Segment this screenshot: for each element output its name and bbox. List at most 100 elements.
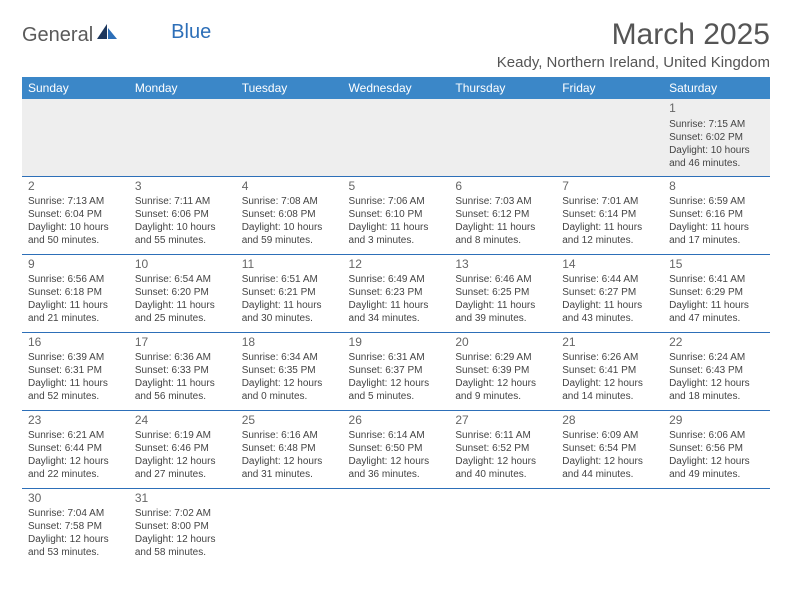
calendar-cell: 28Sunrise: 6:09 AMSunset: 6:54 PMDayligh… xyxy=(556,410,663,488)
cell-sunset: Sunset: 6:39 PM xyxy=(455,364,550,377)
page-title: March 2025 xyxy=(497,18,770,52)
cell-sunset: Sunset: 6:04 PM xyxy=(28,208,123,221)
cell-sunrise: Sunrise: 6:56 AM xyxy=(28,273,123,286)
calendar-week-row: 23Sunrise: 6:21 AMSunset: 6:44 PMDayligh… xyxy=(22,410,770,488)
day-number: 3 xyxy=(135,179,230,195)
cell-sunset: Sunset: 6:21 PM xyxy=(242,286,337,299)
cell-sunset: Sunset: 6:20 PM xyxy=(135,286,230,299)
calendar-cell: 8Sunrise: 6:59 AMSunset: 6:16 PMDaylight… xyxy=(663,176,770,254)
cell-daylight2: and 30 minutes. xyxy=(242,312,337,325)
calendar-cell: 9Sunrise: 6:56 AMSunset: 6:18 PMDaylight… xyxy=(22,254,129,332)
cell-daylight1: Daylight: 11 hours xyxy=(455,221,550,234)
calendar-cell: 29Sunrise: 6:06 AMSunset: 6:56 PMDayligh… xyxy=(663,410,770,488)
cell-sunrise: Sunrise: 7:08 AM xyxy=(242,195,337,208)
cell-sunrise: Sunrise: 6:34 AM xyxy=(242,351,337,364)
cell-sunset: Sunset: 6:56 PM xyxy=(669,442,764,455)
day-number: 7 xyxy=(562,179,657,195)
calendar-cell xyxy=(129,99,236,176)
day-number: 10 xyxy=(135,257,230,273)
cell-daylight1: Daylight: 11 hours xyxy=(349,221,444,234)
cell-sunset: Sunset: 7:58 PM xyxy=(28,520,123,533)
day-number: 11 xyxy=(242,257,337,273)
cell-sunset: Sunset: 6:14 PM xyxy=(562,208,657,221)
calendar-cell: 2Sunrise: 7:13 AMSunset: 6:04 PMDaylight… xyxy=(22,176,129,254)
calendar-cell: 5Sunrise: 7:06 AMSunset: 6:10 PMDaylight… xyxy=(343,176,450,254)
calendar-cell: 1Sunrise: 7:15 AMSunset: 6:02 PMDaylight… xyxy=(663,99,770,176)
location-subtitle: Keady, Northern Ireland, United Kingdom xyxy=(497,54,770,71)
day-number: 6 xyxy=(455,179,550,195)
calendar-cell: 31Sunrise: 7:02 AMSunset: 8:00 PMDayligh… xyxy=(129,488,236,566)
day-number: 28 xyxy=(562,413,657,429)
day-number: 25 xyxy=(242,413,337,429)
weekday-header: Sunday xyxy=(22,77,129,99)
cell-sunset: Sunset: 6:35 PM xyxy=(242,364,337,377)
header: General Blue March 2025 Keady, Northern … xyxy=(22,18,770,71)
cell-sunset: Sunset: 6:44 PM xyxy=(28,442,123,455)
cell-sunrise: Sunrise: 7:03 AM xyxy=(455,195,550,208)
calendar-cell xyxy=(663,488,770,566)
cell-sunset: Sunset: 6:43 PM xyxy=(669,364,764,377)
cell-daylight2: and 34 minutes. xyxy=(349,312,444,325)
cell-sunrise: Sunrise: 6:16 AM xyxy=(242,429,337,442)
calendar-cell: 7Sunrise: 7:01 AMSunset: 6:14 PMDaylight… xyxy=(556,176,663,254)
calendar-cell: 4Sunrise: 7:08 AMSunset: 6:08 PMDaylight… xyxy=(236,176,343,254)
day-number: 30 xyxy=(28,491,123,507)
day-number: 4 xyxy=(242,179,337,195)
cell-daylight2: and 58 minutes. xyxy=(135,546,230,559)
cell-daylight1: Daylight: 12 hours xyxy=(562,455,657,468)
cell-daylight2: and 43 minutes. xyxy=(562,312,657,325)
cell-daylight2: and 17 minutes. xyxy=(669,234,764,247)
cell-daylight2: and 0 minutes. xyxy=(242,390,337,403)
calendar-cell: 18Sunrise: 6:34 AMSunset: 6:35 PMDayligh… xyxy=(236,332,343,410)
calendar-cell: 19Sunrise: 6:31 AMSunset: 6:37 PMDayligh… xyxy=(343,332,450,410)
cell-daylight2: and 56 minutes. xyxy=(135,390,230,403)
calendar-cell: 15Sunrise: 6:41 AMSunset: 6:29 PMDayligh… xyxy=(663,254,770,332)
weekday-header: Tuesday xyxy=(236,77,343,99)
cell-sunset: Sunset: 6:48 PM xyxy=(242,442,337,455)
calendar-cell: 16Sunrise: 6:39 AMSunset: 6:31 PMDayligh… xyxy=(22,332,129,410)
cell-daylight1: Daylight: 12 hours xyxy=(242,377,337,390)
cell-sunset: Sunset: 6:54 PM xyxy=(562,442,657,455)
cell-sunset: Sunset: 6:02 PM xyxy=(669,131,764,144)
day-number: 21 xyxy=(562,335,657,351)
cell-sunrise: Sunrise: 6:44 AM xyxy=(562,273,657,286)
cell-sunset: Sunset: 6:33 PM xyxy=(135,364,230,377)
cell-sunset: Sunset: 6:41 PM xyxy=(562,364,657,377)
cell-daylight1: Daylight: 11 hours xyxy=(28,299,123,312)
cell-sunrise: Sunrise: 7:13 AM xyxy=(28,195,123,208)
cell-sunset: Sunset: 6:31 PM xyxy=(28,364,123,377)
cell-daylight1: Daylight: 11 hours xyxy=(562,299,657,312)
cell-sunrise: Sunrise: 7:04 AM xyxy=(28,507,123,520)
calendar-cell: 23Sunrise: 6:21 AMSunset: 6:44 PMDayligh… xyxy=(22,410,129,488)
cell-sunrise: Sunrise: 7:15 AM xyxy=(669,118,764,131)
day-number: 18 xyxy=(242,335,337,351)
calendar-cell: 25Sunrise: 6:16 AMSunset: 6:48 PMDayligh… xyxy=(236,410,343,488)
cell-daylight1: Daylight: 11 hours xyxy=(669,221,764,234)
cell-sunrise: Sunrise: 6:31 AM xyxy=(349,351,444,364)
day-number: 26 xyxy=(349,413,444,429)
cell-sunrise: Sunrise: 6:24 AM xyxy=(669,351,764,364)
cell-sunrise: Sunrise: 7:02 AM xyxy=(135,507,230,520)
cell-daylight2: and 55 minutes. xyxy=(135,234,230,247)
day-number: 16 xyxy=(28,335,123,351)
cell-sunset: Sunset: 6:37 PM xyxy=(349,364,444,377)
cell-daylight1: Daylight: 10 hours xyxy=(242,221,337,234)
day-number: 31 xyxy=(135,491,230,507)
calendar-cell: 3Sunrise: 7:11 AMSunset: 6:06 PMDaylight… xyxy=(129,176,236,254)
weekday-header: Thursday xyxy=(449,77,556,99)
cell-sunset: Sunset: 6:10 PM xyxy=(349,208,444,221)
calendar-cell xyxy=(343,99,450,176)
day-number: 9 xyxy=(28,257,123,273)
cell-sunrise: Sunrise: 6:54 AM xyxy=(135,273,230,286)
day-number: 2 xyxy=(28,179,123,195)
calendar-cell: 12Sunrise: 6:49 AMSunset: 6:23 PMDayligh… xyxy=(343,254,450,332)
cell-daylight1: Daylight: 12 hours xyxy=(242,455,337,468)
calendar-cell: 6Sunrise: 7:03 AMSunset: 6:12 PMDaylight… xyxy=(449,176,556,254)
calendar-page: General Blue March 2025 Keady, Northern … xyxy=(0,0,792,584)
calendar-cell xyxy=(449,99,556,176)
cell-daylight1: Daylight: 12 hours xyxy=(349,377,444,390)
cell-sunset: Sunset: 6:25 PM xyxy=(455,286,550,299)
cell-daylight2: and 18 minutes. xyxy=(669,390,764,403)
cell-daylight1: Daylight: 12 hours xyxy=(455,377,550,390)
calendar-cell: 17Sunrise: 6:36 AMSunset: 6:33 PMDayligh… xyxy=(129,332,236,410)
